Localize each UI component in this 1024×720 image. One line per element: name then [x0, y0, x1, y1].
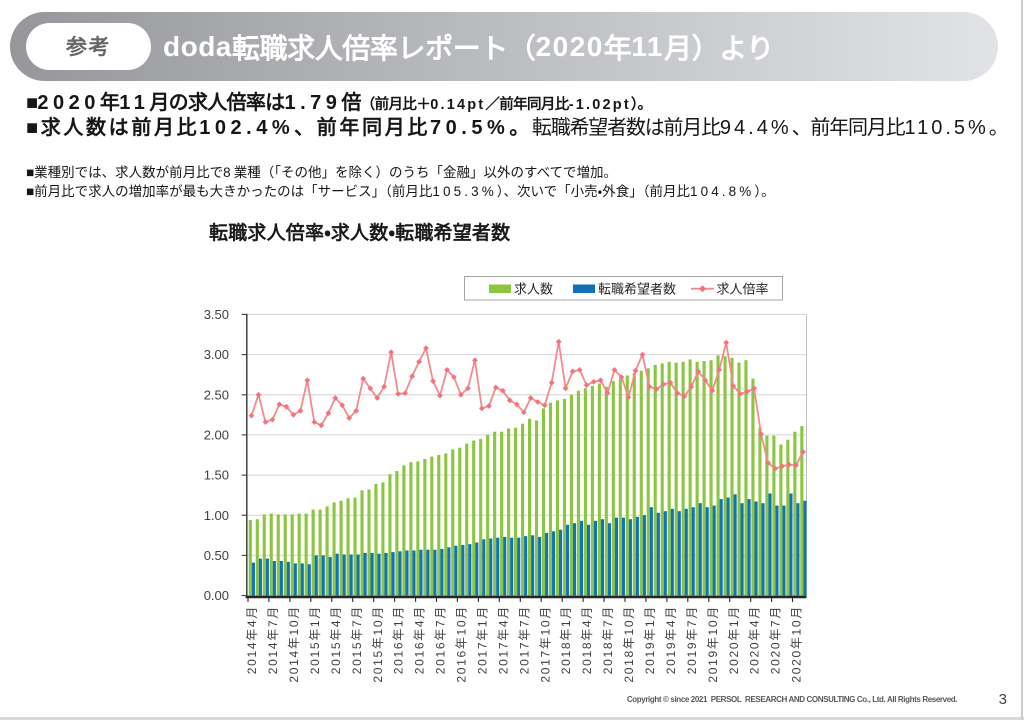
svg-text:1.50: 1.50 — [204, 468, 229, 483]
svg-text:2020年10月: 2020年10月 — [790, 605, 804, 683]
svg-text:2015年1月: 2015年1月 — [308, 605, 322, 674]
svg-text:2015年7月: 2015年7月 — [350, 605, 364, 674]
svg-text:1.00: 1.00 — [204, 508, 229, 523]
svg-text:2018年10月: 2018年10月 — [622, 605, 636, 683]
svg-text:求人倍率: 求人倍率 — [717, 282, 769, 297]
svg-text:2017年7月: 2017年7月 — [517, 605, 531, 674]
svg-text:2020年1月: 2020年1月 — [727, 605, 741, 674]
svg-text:2018年7月: 2018年7月 — [601, 605, 615, 674]
svg-text:2020年4月: 2020年4月 — [748, 605, 762, 674]
svg-text:2016年4月: 2016年4月 — [413, 605, 427, 674]
svg-text:0.50: 0.50 — [204, 548, 229, 563]
svg-text:2019年1月: 2019年1月 — [643, 605, 657, 674]
svg-text:2015年4月: 2015年4月 — [329, 605, 343, 674]
svg-text:2016年10月: 2016年10月 — [455, 605, 469, 683]
svg-text:2020年7月: 2020年7月 — [769, 605, 783, 674]
svg-text:2018年1月: 2018年1月 — [559, 605, 573, 674]
svg-text:2014年4月: 2014年4月 — [245, 605, 259, 674]
svg-text:2017年1月: 2017年1月 — [476, 605, 490, 674]
svg-text:転職希望者数: 転職希望者数 — [598, 282, 676, 297]
svg-text:2014年7月: 2014年7月 — [266, 605, 280, 674]
svg-text:2019年10月: 2019年10月 — [706, 605, 720, 683]
svg-text:3.00: 3.00 — [204, 347, 229, 362]
svg-text:2015年10月: 2015年10月 — [371, 605, 385, 683]
svg-text:2019年4月: 2019年4月 — [664, 605, 678, 674]
svg-text:求人数: 求人数 — [514, 282, 553, 297]
svg-text:2014年10月: 2014年10月 — [287, 605, 301, 683]
svg-text:2017年10月: 2017年10月 — [538, 605, 552, 683]
svg-text:2018年4月: 2018年4月 — [580, 605, 594, 674]
svg-text:2019年7月: 2019年7月 — [685, 605, 699, 674]
svg-text:2.50: 2.50 — [204, 387, 229, 402]
svg-text:0.00: 0.00 — [204, 588, 229, 603]
svg-text:2016年1月: 2016年1月 — [392, 605, 406, 674]
svg-text:2016年7月: 2016年7月 — [434, 605, 448, 674]
svg-text:2017年4月: 2017年4月 — [496, 605, 510, 674]
svg-text:2.00: 2.00 — [204, 428, 229, 443]
svg-text:3.50: 3.50 — [204, 307, 229, 322]
